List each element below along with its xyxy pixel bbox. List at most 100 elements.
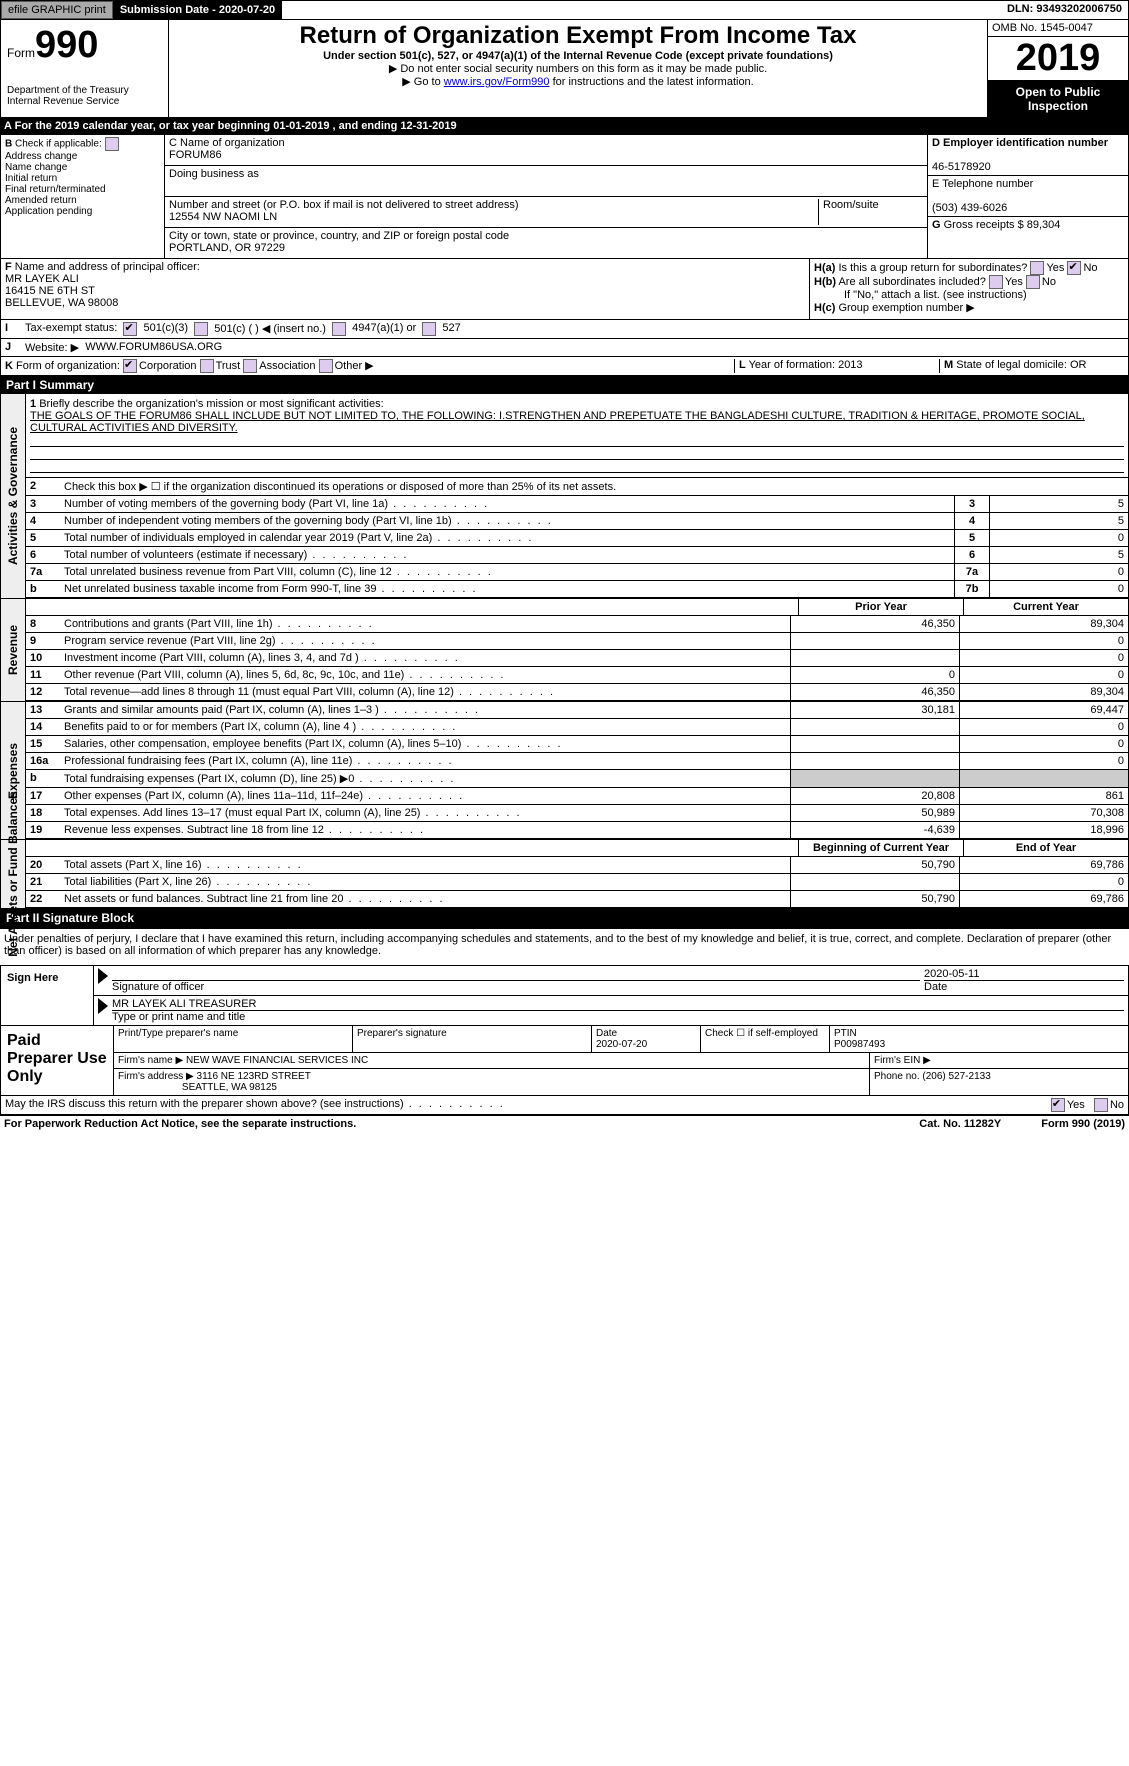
exp-desc: Salaries, other compensation, employee b… xyxy=(60,736,790,752)
line-val: 5 xyxy=(989,547,1128,563)
website-value: WWW.FORUM86USA.ORG xyxy=(85,341,222,354)
ptin-cell: PTIN P00987493 xyxy=(830,1026,1128,1052)
ein-label: D Employer identification number xyxy=(932,137,1108,149)
sig-officer-cell: Signature of officer xyxy=(112,968,920,993)
beginning-year-header: Beginning of Current Year xyxy=(798,840,963,856)
ha-no-checkbox[interactable] xyxy=(1067,261,1081,275)
irs-link[interactable]: www.irs.gov/Form990 xyxy=(444,76,550,88)
sign-right: Signature of officer 2020-05-11 Date MR … xyxy=(94,966,1128,1025)
entity-block: B Check if applicable: Address change Na… xyxy=(0,134,1129,259)
name-title-cell: MR LAYEK ALI TREASURER Type or print nam… xyxy=(112,998,1124,1023)
501c3-checkbox[interactable] xyxy=(123,322,137,336)
column-b: B Check if applicable: Address change Na… xyxy=(1,135,165,258)
label-c: C xyxy=(169,137,177,149)
main-title: Return of Organization Exempt From Incom… xyxy=(171,22,985,50)
trust-checkbox[interactable] xyxy=(200,359,214,373)
hb-no-checkbox[interactable] xyxy=(1026,275,1040,289)
discuss-yes: Yes xyxy=(1067,1099,1085,1111)
na-curr: 0 xyxy=(959,874,1128,890)
other-label: Other ▶ xyxy=(335,360,374,372)
sig-date-cell: 2020-05-11 Date xyxy=(920,968,1124,993)
dept-treasury: Department of the Treasury xyxy=(7,85,162,96)
line-val: 5 xyxy=(989,496,1128,512)
line1-no: 1 xyxy=(30,398,36,410)
line-no: b xyxy=(26,581,60,597)
row-a: A For the 2019 calendar year, or tax yea… xyxy=(0,118,1129,134)
l-cell: L Year of formation: 2013 xyxy=(734,359,939,373)
k-cell: K Form of organization: Corporation Trus… xyxy=(5,359,734,373)
arrow-icon-2 xyxy=(98,998,108,1014)
amended-return: Amended return xyxy=(5,195,77,206)
rev-prior xyxy=(790,650,959,666)
exp-desc: Professional fundraising fees (Part IX, … xyxy=(60,753,790,769)
rev-line-row: 11 Other revenue (Part VIII, column (A),… xyxy=(26,667,1128,684)
ha-yes-checkbox[interactable] xyxy=(1030,261,1044,275)
hb-note: If "No," attach a list. (see instruction… xyxy=(814,289,1124,301)
ein-row: D Employer identification number 46-5178… xyxy=(928,135,1128,176)
rev-curr: 0 xyxy=(959,633,1128,649)
line-desc: Number of independent voting members of … xyxy=(60,513,954,529)
dba-row: Doing business as xyxy=(165,166,927,197)
ag-line-row: 6 Total number of volunteers (estimate i… xyxy=(26,547,1128,564)
blank-line-2 xyxy=(30,447,1124,460)
firm-name-value: NEW WAVE FINANCIAL SERVICES INC xyxy=(186,1055,368,1066)
arrow-icon xyxy=(98,968,108,984)
firm-name-label: Firm's name ▶ xyxy=(118,1055,183,1066)
rev-desc: Program service revenue (Part VIII, line… xyxy=(60,633,790,649)
g-value: Gross receipts $ 89,304 xyxy=(944,219,1061,231)
m-cell: M State of legal domicile: OR xyxy=(939,359,1124,373)
prep-row-3: Firm's address ▶ 3116 NE 123RD STREET SE… xyxy=(114,1069,1128,1095)
discuss-text: May the IRS discuss this return with the… xyxy=(5,1098,505,1112)
hb-yes-checkbox[interactable] xyxy=(989,275,1003,289)
right-header: OMB No. 1545-0047 2019 Open to Public In… xyxy=(987,20,1128,117)
exp-desc: Benefits paid to or for members (Part IX… xyxy=(60,719,790,735)
4947-checkbox[interactable] xyxy=(332,322,346,336)
prep-row-1: Print/Type preparer's name Preparer's si… xyxy=(114,1026,1128,1053)
name-change: Name change xyxy=(5,162,67,173)
exp-curr: 69,447 xyxy=(959,702,1128,718)
sign-here-label: Sign Here xyxy=(1,966,94,1025)
exp-no: 16a xyxy=(26,753,60,769)
corp-checkbox[interactable] xyxy=(123,359,137,373)
line-no: 3 xyxy=(26,496,60,512)
line-val: 0 xyxy=(989,564,1128,580)
na-line-row: 20 Total assets (Part X, line 16) 50,790… xyxy=(26,857,1128,874)
sub3-b: for instructions and the latest informat… xyxy=(550,76,754,88)
firm-name-cell: Firm's name ▶ NEW WAVE FINANCIAL SERVICE… xyxy=(114,1053,870,1068)
527-checkbox[interactable] xyxy=(422,322,436,336)
part2-header: Part II Signature Block xyxy=(0,909,1129,927)
ag-lines-container: 3 Number of voting members of the govern… xyxy=(26,496,1128,598)
checkbox-b[interactable] xyxy=(105,137,119,151)
hb-yes: Yes xyxy=(1005,276,1023,288)
sidebar-activities: Activities & Governance xyxy=(1,394,26,598)
other-checkbox[interactable] xyxy=(319,359,333,373)
firm-addr-label: Firm's address ▶ xyxy=(118,1071,194,1082)
label-a: A xyxy=(4,120,12,132)
ptin-value: P00987493 xyxy=(834,1039,885,1050)
blank-line-1 xyxy=(30,434,1124,447)
tax-exempt-label: Tax-exempt status: xyxy=(25,322,117,336)
exp-curr: 70,308 xyxy=(959,805,1128,821)
na-desc-spacer xyxy=(26,840,798,856)
discuss-yes-checkbox[interactable] xyxy=(1051,1098,1065,1112)
footer-row: For Paperwork Reduction Act Notice, see … xyxy=(0,1115,1129,1132)
rev-prior: 46,350 xyxy=(790,616,959,632)
row-a-text: For the 2019 calendar year, or tax year … xyxy=(15,120,330,132)
assoc-checkbox[interactable] xyxy=(243,359,257,373)
discuss-no-checkbox[interactable] xyxy=(1094,1098,1108,1112)
label-f: F xyxy=(5,261,12,273)
exp-line-row: 17 Other expenses (Part IX, column (A), … xyxy=(26,788,1128,805)
mission-block: 1 Briefly describe the organization's mi… xyxy=(26,394,1128,478)
exp-desc: Other expenses (Part IX, column (A), lin… xyxy=(60,788,790,804)
rev-curr: 0 xyxy=(959,650,1128,666)
street-value: 12554 NW NAOMI LN xyxy=(169,211,277,223)
rev-no: 9 xyxy=(26,633,60,649)
prep-date-cell: Date 2020-07-20 xyxy=(592,1026,701,1052)
rev-line-row: 12 Total revenue—add lines 8 through 11 … xyxy=(26,684,1128,701)
501c-checkbox[interactable] xyxy=(194,322,208,336)
rev-no: 11 xyxy=(26,667,60,683)
rev-no: 8 xyxy=(26,616,60,632)
ag-line-row: 7a Total unrelated business revenue from… xyxy=(26,564,1128,581)
sub3-a: ▶ Go to xyxy=(402,76,443,88)
prep-date-value: 2020-07-20 xyxy=(596,1039,647,1050)
